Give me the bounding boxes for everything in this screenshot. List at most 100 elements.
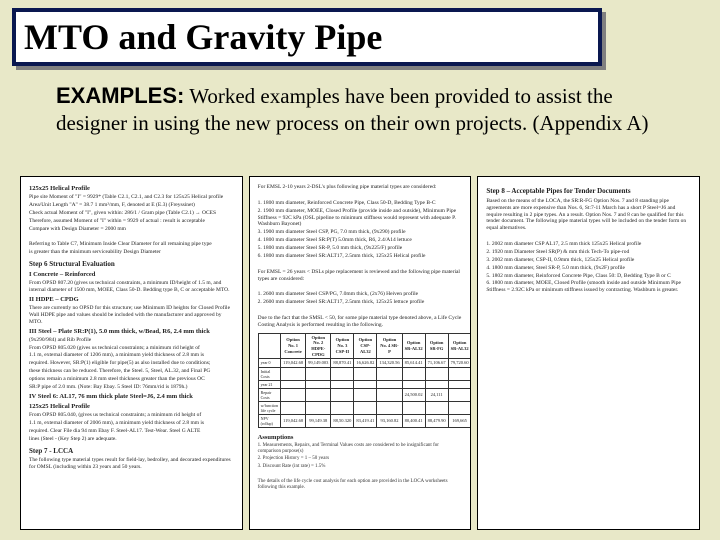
p1-sec4-3: lines (Steel - (Key Step 2) are adequate… <box>29 436 234 443</box>
p1-sec4-h: IV Steel 6: AL17, 76 mm thick plate Stee… <box>29 393 234 401</box>
p1-sec2-p: There are currently no OPSD for this str… <box>29 305 234 326</box>
p3-i3: 4. 1800 mm diameter, Steel SR-P, 5.0 mm … <box>486 265 691 272</box>
table-col-header <box>258 333 280 359</box>
table-col-header: Option SR-AL32 <box>448 333 471 359</box>
p3-intro: Based on the means of the LOCA, the SR:R… <box>486 198 691 232</box>
table-cell: 79,720.60 <box>448 359 471 368</box>
p3-i1: 2. 1920 mm Diameter Steel SR(P) & mm thi… <box>486 249 691 256</box>
example-page-2: For EMSL 2-10 years 2-DSL's plus followi… <box>249 176 472 530</box>
body-label: EXAMPLES: <box>56 83 184 108</box>
body-paragraph: EXAMPLES: Worked examples have been prov… <box>56 82 680 136</box>
p1-step7: Step 7 - LCCA <box>29 447 234 456</box>
table-cell: 119,042.68 <box>281 414 306 427</box>
p1-sec1-p: From OPSD 807.20 (gives us technical con… <box>29 280 234 294</box>
table-cell: 169,665 <box>448 414 471 427</box>
table-cell <box>306 380 331 388</box>
p1-l6: Referring to Table C7, Minimum Inside Cl… <box>29 241 234 248</box>
table-header-row: Option No. 1 ConcreteOption No. 2 HDPE-C… <box>258 333 471 359</box>
table-row: Repair Costs 24,500.0224,111 <box>258 388 471 401</box>
table-col-header: Option SR-AL32 <box>402 333 425 359</box>
table-row: year 21 <box>258 380 471 388</box>
table-cell: Repair Costs <box>258 388 280 401</box>
example-pages: 125x25 Helical Profile Pipe site Moment … <box>20 176 700 530</box>
table-cell <box>306 388 331 401</box>
p3-step8: Step 8 – Acceptable Pipes for Tender Doc… <box>486 187 691 196</box>
p2-m1: 1. 2600 mm diameter Steel CSP/PG, 7.0mm … <box>258 291 463 298</box>
p2-m0: For EMSL = 26 years < DSLs pipe replacem… <box>258 269 463 283</box>
p2-footer-h: Assumptions <box>258 434 463 442</box>
table-col-header: Option No. 1 Concrete <box>281 333 306 359</box>
p1-sec3-0: (9x290/984) and Rib Profile <box>29 337 234 344</box>
p1-l4: Therefore, assumed Moment of "I" within … <box>29 218 234 225</box>
table-cell <box>425 367 448 380</box>
table-cell <box>377 380 402 388</box>
table-cell <box>377 401 402 414</box>
p2-m2: 2. 2600 mm diameter Steel SR:ALT17, 2.5m… <box>258 299 463 306</box>
table-cell: 71,106.67 <box>425 359 448 368</box>
p2-f1: 2. Projection History = 1 – 50 years <box>258 456 463 462</box>
p1-sec3-5: options remain a minimum 2.8 mm steel th… <box>29 376 234 383</box>
p2-m3: Due to the fact that the SMSL < 50, for … <box>258 315 463 329</box>
table-cell <box>402 380 425 388</box>
p3-i5: 6. 1800 mm diameter, MOEE, Closed Profil… <box>486 280 691 294</box>
table-cell <box>281 367 306 380</box>
table-cell <box>354 401 377 414</box>
table-cell <box>354 367 377 380</box>
p1-sec3-2: 1.1 m, external diameter of 1206 mm), a … <box>29 352 234 359</box>
p1-h1: 125x25 Helical Profile <box>29 185 234 193</box>
p3-i0: 1. 2002 mm diameter CSP AL17, 2.5 mm thi… <box>486 241 691 248</box>
table-cell <box>281 380 306 388</box>
table-cell <box>448 388 471 401</box>
title-box: MTO and Gravity Pipe <box>12 8 602 66</box>
table-row: year 0119,042.6899,149.00388,870.4116,62… <box>258 359 471 368</box>
table-cell: 80,400.41 <box>402 414 425 427</box>
p1-sec2-h: II HDPE – CPDG <box>29 296 234 304</box>
p2-h0: For EMSL 2-10 years 2-DSL's plus followi… <box>258 184 463 191</box>
table-cell: 134,320.56 <box>377 359 402 368</box>
table-cell: year 21 <box>258 380 280 388</box>
table-cell: 99,149.38 <box>306 414 331 427</box>
p1-l7: is greater than the minimum serviceabili… <box>29 249 234 256</box>
table-col-header: Option SR-FG <box>425 333 448 359</box>
table-cell <box>448 367 471 380</box>
p2-h5: 5. 1800 mm diameter Steel SR-P, 5.0 mm t… <box>258 245 463 252</box>
p1-l5: Compare with Design Diameter = 2000 mm <box>29 226 234 233</box>
p1-step7-p: The following type material types result… <box>29 457 234 471</box>
p1-l1: Pipe site Moment of "I" = 9929* (Table C… <box>29 194 234 201</box>
p3-i4: 5. 1802 mm diameter, Reinforced Concrete… <box>486 273 691 280</box>
table-cell <box>331 401 354 414</box>
p1-sec4-h2: 125x25 Helical Profile <box>29 403 234 411</box>
p3-i2: 3. 2002 mm diameter, CSP-II, 0.9mm thick… <box>486 257 691 264</box>
p2-f3: The details of the life cycle cost analy… <box>258 479 463 492</box>
table-cell: year 0 <box>258 359 280 368</box>
table-cell <box>402 367 425 380</box>
table-row: w/function life cycle <box>258 401 471 414</box>
table-col-header: Option No. 3 CSP-II <box>331 333 354 359</box>
table-cell <box>425 401 448 414</box>
table-cell: w/function life cycle <box>258 401 280 414</box>
table-cell: 88,50.320 <box>331 414 354 427</box>
table-cell: 99,149.003 <box>306 359 331 368</box>
p1-sec3-h: III Steel – Plate SR:P(1), 5.0 mm thick,… <box>29 328 234 336</box>
p2-h6: 6. 1800 mm diameter Steel SR:ALT17, 2.5m… <box>258 253 463 260</box>
table-col-header: Option CSP-AL32 <box>354 333 377 359</box>
p1-sec3-6: SR:P pipe of 2.0 mm. (Note: Bay Ebay. 5 … <box>29 384 234 391</box>
p1-sec4-2: required. Clear File dia 94 mm Ebay F. S… <box>29 428 234 435</box>
table-cell <box>281 388 306 401</box>
table-cell <box>331 388 354 401</box>
example-page-3: Step 8 – Acceptable Pipes for Tender Doc… <box>477 176 700 530</box>
table-cell <box>354 388 377 401</box>
p1-sec4-1: 1.1 m, external diameter of 2006 mm), a … <box>29 420 234 427</box>
table-row: Initial Costs <box>258 367 471 380</box>
p2-cost-table: Option No. 1 ConcreteOption No. 2 HDPE-C… <box>258 333 472 428</box>
table-cell <box>377 367 402 380</box>
p2-h4: 4. 1800 mm diameter Steel SR:P(T) 5.0mm … <box>258 237 463 244</box>
table-cell: 24,111 <box>425 388 448 401</box>
p2-f0: 1. Measurements, Repairs, and Terminal V… <box>258 443 463 456</box>
p1-step6: Step 6 Structural Evaluation <box>29 260 234 269</box>
table-cell: Initial Costs <box>258 367 280 380</box>
p2-h2: 2. 1900 mm diameter, MOEE, Closed Profil… <box>258 208 463 229</box>
table-cell: 88,870.41 <box>331 359 354 368</box>
example-page-1: 125x25 Helical Profile Pipe site Moment … <box>20 176 243 530</box>
table-cell: 16,626.82 <box>354 359 377 368</box>
